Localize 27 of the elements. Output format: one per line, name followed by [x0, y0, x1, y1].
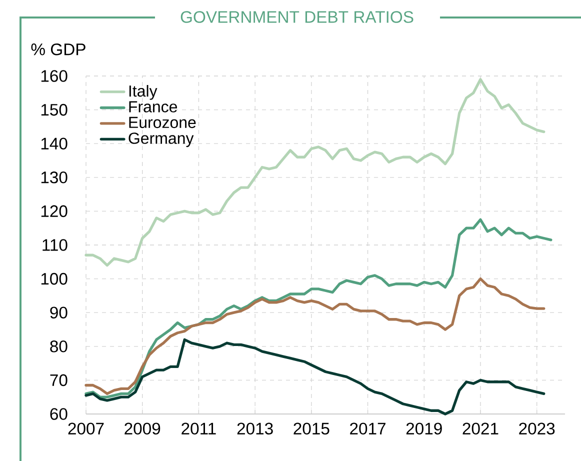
y-tick-label: 70 [50, 374, 68, 386]
y-tick-label: 60 [50, 408, 68, 420]
y-tick-label: 130 [41, 172, 68, 184]
x-tick-label: 2023 [519, 422, 555, 435]
x-tick-label: 2009 [124, 422, 160, 435]
legend-label: Italy [129, 84, 158, 100]
x-tick-label: 2019 [406, 422, 442, 435]
y-tick-label: 90 [50, 306, 68, 319]
y-tick-label: 100 [41, 272, 68, 285]
x-tick-label: 2017 [350, 422, 386, 435]
y-tick-label: 140 [41, 138, 68, 150]
x-tick-label: 2015 [294, 422, 330, 435]
y-tick-label: 80 [50, 340, 68, 352]
legend-label: Eurozone [129, 116, 196, 128]
legend-label: France [129, 101, 178, 112]
y-tick-label: 150 [41, 104, 68, 116]
y-tick-label: 110 [42, 239, 68, 251]
y-tick-label: 160 [41, 70, 68, 82]
x-tick-label: 2021 [462, 422, 498, 435]
legend-label: Germany [128, 132, 194, 148]
chart-title: GOVERNMENT DEBT RATIOS [180, 11, 414, 23]
y-tick-label: 120 [41, 205, 68, 218]
line-series [84, 78, 546, 267]
x-tick-label: 2011 [182, 422, 216, 435]
y-axis-title: % GDP [31, 44, 86, 56]
x-tick-label: 2013 [237, 422, 273, 435]
x-tick-label: 2007 [68, 422, 104, 435]
